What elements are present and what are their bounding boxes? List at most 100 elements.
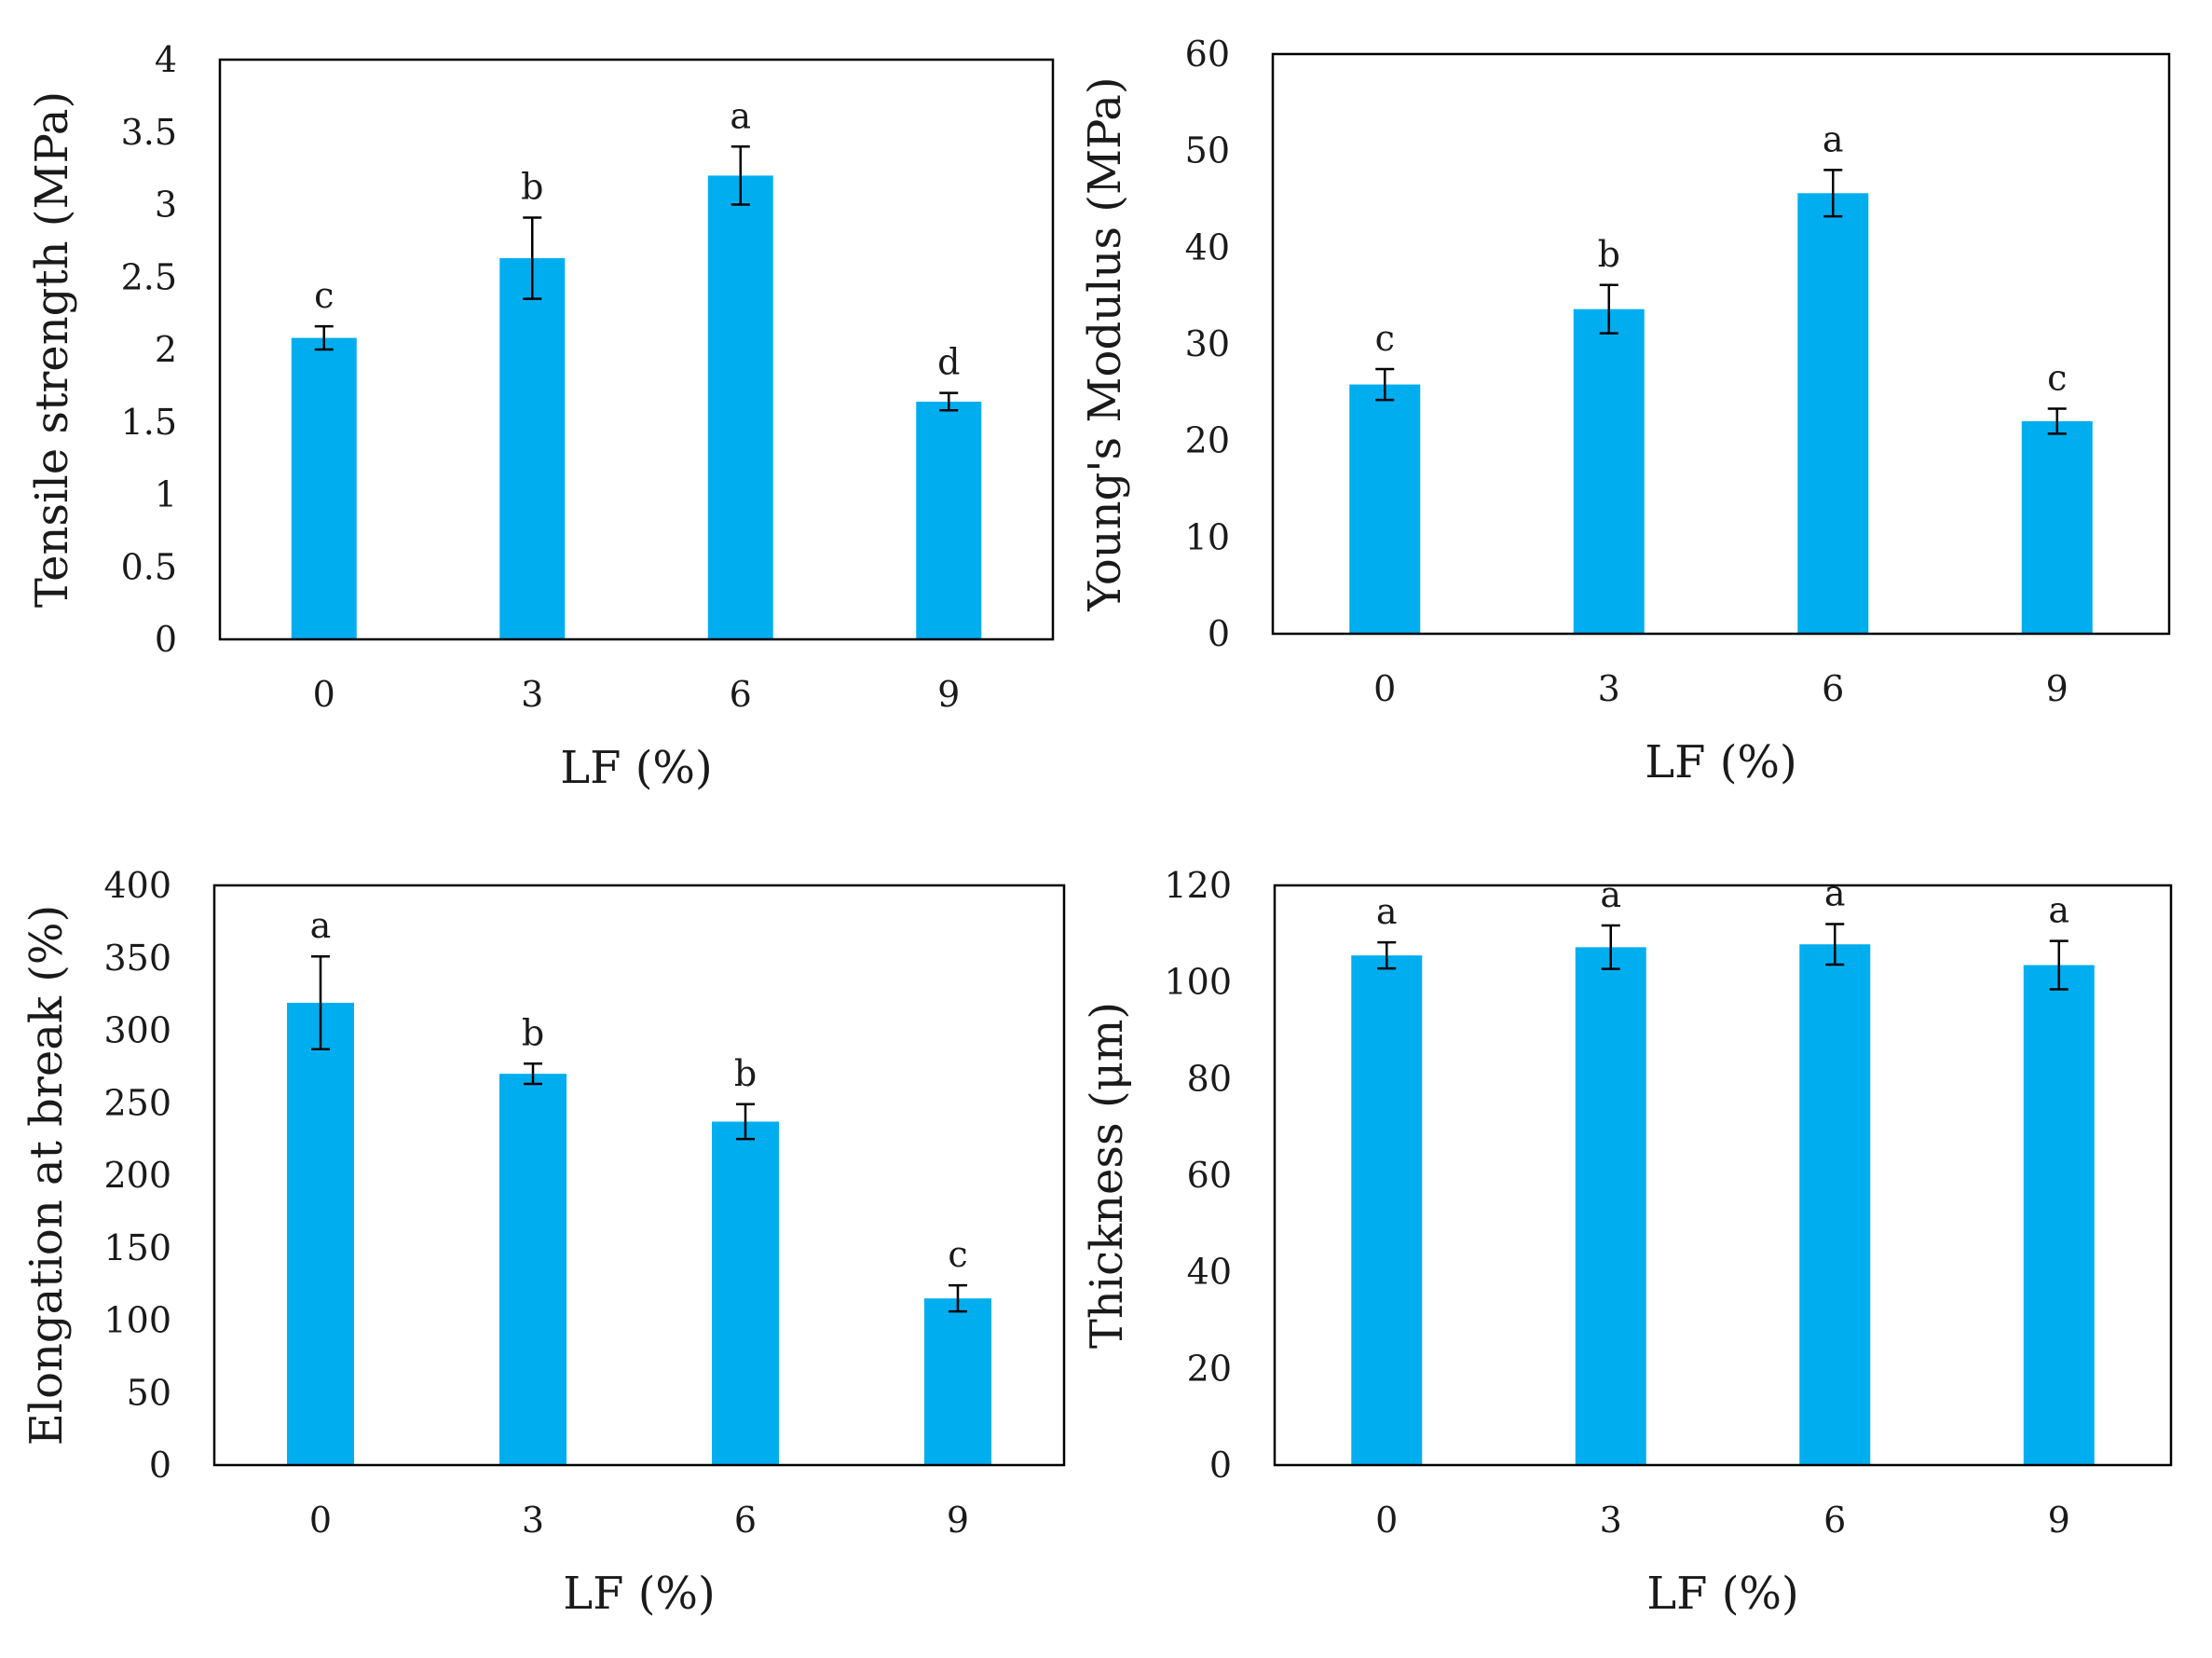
y-tick-label-tensile: 2 [155,329,177,370]
bar-tensile-6 [707,175,773,639]
error-bar-youngs-0 [1375,367,1395,402]
y-tick-label-tensile: 3.5 [121,112,177,153]
sig-letter-elongation-3: b [522,1012,544,1053]
y-tick-label-tensile: 1 [155,474,177,515]
bar-youngs-9 [2021,420,2093,634]
error-bar-youngs-3 [1599,283,1618,335]
sig-letter-tensile-6: a [730,95,751,136]
sig-letter-youngs-9: c [2047,357,2067,398]
sig-letter-elongation-9: c [948,1234,967,1275]
x-tick-label-tensile: 0 [313,674,335,715]
y-tick-label-elongation: 50 [127,1372,171,1413]
x-tick-label-elongation: 0 [309,1500,332,1541]
y-tick-label-tensile: 2.5 [121,256,177,297]
bar-thickness-3 [1575,947,1646,1465]
y-tick-label-thickness: 40 [1187,1252,1232,1293]
x-tick-label-tensile: 9 [937,674,960,715]
x-tick-label-tensile: 6 [730,674,752,715]
y-axis-title-elongation: Elongation at break (%) [20,905,73,1446]
error-bar-thickness-0 [1377,940,1397,970]
y-tick-label-youngs: 10 [1185,516,1230,557]
y-tick-label-elongation: 200 [103,1155,171,1196]
y-tick-label-youngs: 60 [1185,34,1230,75]
x-axis-title-elongation: LF (%) [563,1568,716,1620]
sig-letter-thickness-9: a [2048,890,2069,931]
plot-frame-tensile [218,58,1055,641]
bar-youngs-6 [1797,193,1869,634]
y-tick-label-youngs: 50 [1185,130,1230,171]
chart-tensile: c b a d 0 0.5 1 1.5 2 2.5 3 3.5 4 0 3 6 9 LF (%) Tensile s… [26,39,1055,794]
bar-thickness-6 [1799,944,1871,1465]
x-tick-label-thickness: 3 [1600,1500,1622,1541]
y-tick-label-tensile: 3 [155,185,177,226]
x-tick-label-youngs: 0 [1373,668,1396,709]
x-tick-label-youngs: 3 [1598,668,1620,709]
sig-letter-elongation-6: b [734,1053,757,1094]
y-axis-title-youngs: Young's Modulus (MPa) [1079,76,1131,611]
sig-letter-youngs-6: a [1823,118,1844,159]
y-tick-label-youngs: 40 [1185,226,1230,267]
error-bar-thickness-3 [1601,924,1620,970]
bar-youngs-0 [1349,384,1421,634]
error-bar-youngs-9 [2047,407,2067,435]
error-bar-tensile-3 [523,216,542,300]
error-bar-elongation-0 [311,954,330,1050]
sig-letter-tensile-0: c [314,275,334,316]
y-tick-label-youngs: 0 [1208,613,1230,654]
bar-tensile-9 [916,401,982,639]
error-bar-tensile-0 [314,324,334,351]
y-tick-label-thickness: 100 [1164,962,1232,1003]
error-bar-tensile-9 [939,391,959,412]
y-tick-label-elongation: 250 [103,1082,171,1123]
y-tick-label-thickness: 0 [1209,1445,1232,1486]
y-tick-label-thickness: 120 [1164,865,1232,906]
x-tick-label-elongation: 3 [522,1500,544,1541]
y-tick-label-youngs: 30 [1185,323,1230,364]
x-tick-label-thickness: 6 [1823,1500,1846,1541]
x-tick-label-tensile: 3 [521,674,543,715]
y-tick-label-tensile: 1.5 [121,402,177,443]
x-axis-title-thickness: LF (%) [1646,1568,1799,1620]
x-tick-label-youngs: 9 [2046,668,2069,709]
y-tick-label-elongation: 400 [103,865,171,906]
bar-tensile-3 [499,258,566,639]
y-tick-label-tensile: 4 [155,39,177,80]
error-bar-thickness-9 [2049,939,2069,991]
plot-frame-elongation [212,884,1066,1467]
bar-elongation-0 [287,1002,354,1465]
y-tick-label-elongation: 100 [103,1300,171,1341]
y-tick-label-elongation: 0 [149,1445,171,1486]
x-tick-label-thickness: 0 [1375,1500,1398,1541]
plot-frame-thickness [1273,884,2173,1467]
x-tick-label-elongation: 9 [947,1500,969,1541]
sig-letter-tensile-3: b [521,166,543,207]
y-axis-title-thickness: Thickness (μm) [1081,1002,1133,1349]
bar-elongation-6 [712,1121,779,1465]
bar-tensile-0 [291,337,357,639]
bar-elongation-9 [924,1298,991,1465]
y-tick-label-thickness: 20 [1187,1348,1232,1389]
error-bar-elongation-3 [524,1062,542,1086]
sig-letter-tensile-9: d [937,342,960,383]
sig-letter-youngs-0: c [1375,318,1395,359]
x-tick-label-youngs: 6 [1822,668,1844,709]
bar-thickness-0 [1351,955,1423,1465]
y-tick-label-elongation: 300 [103,1010,171,1051]
y-tick-label-elongation: 150 [103,1227,171,1268]
y-tick-label-thickness: 60 [1187,1155,1232,1196]
sig-letter-elongation-0: a [310,905,332,946]
x-tick-label-elongation: 6 [734,1500,757,1541]
x-axis-title-tensile: LF (%) [560,742,713,794]
y-tick-label-elongation: 350 [103,938,171,979]
y-tick-label-tensile: 0 [155,619,177,660]
error-bar-youngs-6 [1823,169,1843,218]
y-axis-title-tensile: Tensile strength (MPa) [26,91,78,608]
error-bar-elongation-6 [736,1103,755,1141]
error-bar-tensile-6 [731,145,750,206]
plot-frame-youngs [1271,52,2171,636]
chart-thickness: a a a a 0 20 40 60 80 100 120 0 3 6 9 LF (%) Thickness (… [1081,865,2173,1620]
sig-letter-thickness-0: a [1376,891,1398,932]
error-bar-thickness-6 [1825,923,1845,966]
x-tick-label-thickness: 9 [2048,1500,2070,1541]
